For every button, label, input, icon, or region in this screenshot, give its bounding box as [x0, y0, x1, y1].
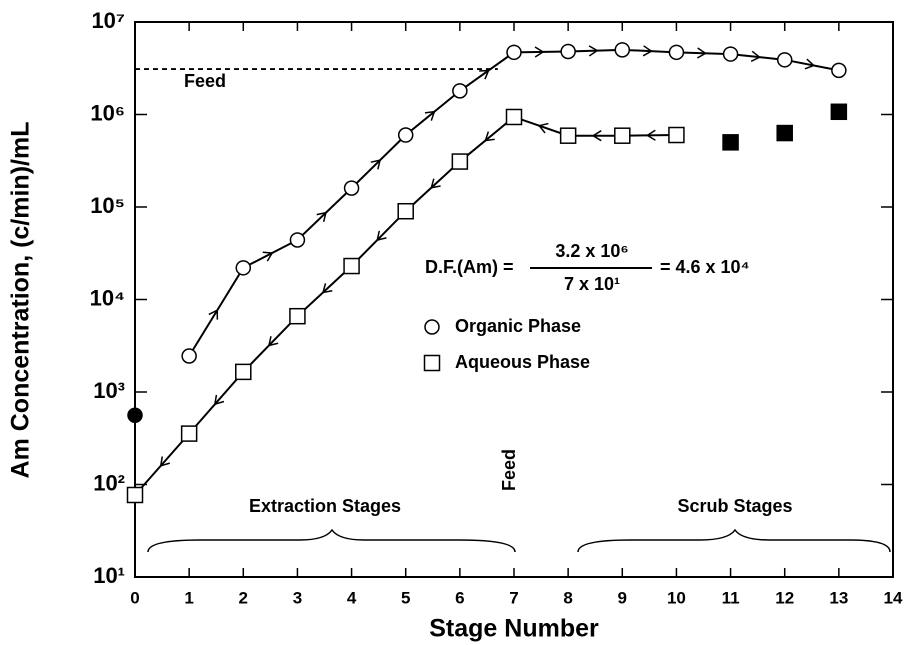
x-tick-label: 12 [775, 588, 794, 607]
direction-arrow [208, 309, 219, 320]
data-point [776, 124, 793, 142]
x-tick-label: 14 [884, 588, 903, 607]
data-point [235, 260, 252, 276]
y-tick-label: 10¹ [93, 563, 125, 588]
direction-arrow [479, 69, 490, 80]
x-tick-label: 8 [563, 588, 572, 607]
x-tick-label: 10 [667, 588, 686, 607]
direction-arrow [645, 129, 656, 141]
data-point [397, 202, 414, 220]
series-line [134, 115, 677, 496]
x-tick-label: 1 [184, 588, 193, 607]
data-point [343, 257, 360, 275]
data-point [289, 232, 306, 248]
x-tick-label: 4 [347, 588, 357, 607]
data-point [505, 108, 523, 126]
x-tick-label: 13 [829, 588, 848, 607]
x-tick-label: 6 [455, 588, 464, 607]
direction-arrow [159, 456, 171, 467]
legend-label: Organic Phase [455, 316, 581, 336]
x-tick-label: 5 [401, 588, 410, 607]
data-point [560, 43, 576, 60]
data-point [506, 44, 522, 61]
x-tick-label: 9 [618, 588, 627, 607]
y-tick-label: 10⁴ [90, 285, 125, 310]
direction-arrow [591, 130, 602, 142]
direction-arrow [804, 58, 816, 70]
direction-arrow [588, 45, 599, 57]
data-point [668, 126, 685, 144]
direction-arrow [696, 47, 707, 59]
data-point [452, 83, 468, 99]
x-axis-title: Stage Number [429, 615, 599, 643]
data-point [235, 363, 252, 381]
x-tick-label: 3 [293, 588, 302, 607]
brace [577, 528, 891, 553]
x-tick-label: 0 [130, 588, 139, 607]
data-point [614, 127, 631, 144]
direction-arrow [213, 394, 225, 406]
direction-arrow [267, 336, 279, 347]
direction-arrow [376, 230, 387, 242]
extraction-label: Extraction Stages [249, 496, 401, 516]
direction-arrow [642, 45, 653, 57]
legend-marker [424, 319, 440, 335]
data-point [831, 62, 847, 79]
data-point [126, 486, 144, 504]
direction-arrow [750, 50, 762, 62]
y-tick-label: 10³ [93, 378, 125, 403]
direction-arrow [321, 283, 333, 294]
x-tick-label: 2 [239, 588, 248, 607]
direction-arrow [424, 110, 436, 121]
data-point [451, 153, 469, 170]
data-point [668, 44, 685, 61]
direction-arrow [430, 178, 441, 189]
y-tick-label: 10⁵ [90, 193, 125, 218]
direction-arrow [316, 211, 327, 222]
brace [147, 528, 516, 553]
data-point [397, 127, 414, 143]
direction-arrow [537, 122, 549, 134]
scrub-label: Scrub Stages [677, 496, 792, 516]
series-line [188, 48, 840, 357]
df-label: D.F.(Am) = [425, 257, 514, 277]
y-tick-label: 10⁷ [91, 8, 125, 33]
legend-marker [423, 354, 441, 372]
direction-arrow [262, 251, 274, 262]
data-point [343, 180, 360, 196]
y-axis-title: Am Concentration, (c/min)/mL [7, 122, 35, 479]
df-result: = 4.6 x 10⁴ [660, 257, 749, 277]
y-tick-label: 10⁶ [90, 100, 125, 125]
data-point [776, 52, 793, 68]
plot-frame [134, 21, 894, 578]
legend-label: Aqueous Phase [455, 352, 590, 372]
x-tick-label: 7 [509, 588, 518, 607]
data-point [181, 348, 197, 364]
data-point [722, 134, 739, 151]
data-point [559, 127, 577, 144]
x-tick-label: 11 [722, 588, 740, 607]
direction-arrow [534, 46, 545, 58]
data-point [722, 46, 739, 62]
df-numerator: 3.2 x 10⁶ [555, 241, 628, 261]
data-point [614, 42, 631, 58]
data-point [127, 407, 143, 424]
direction-arrow [370, 159, 382, 170]
feed-stage-label: Feed [499, 449, 519, 491]
df-denominator: 7 x 10¹ [564, 274, 620, 294]
data-point [830, 103, 848, 121]
y-tick-label: 10² [93, 470, 125, 495]
data-point [289, 307, 306, 325]
data-point [180, 425, 198, 442]
feed-label: Feed [184, 71, 226, 91]
direction-arrow [484, 131, 495, 142]
